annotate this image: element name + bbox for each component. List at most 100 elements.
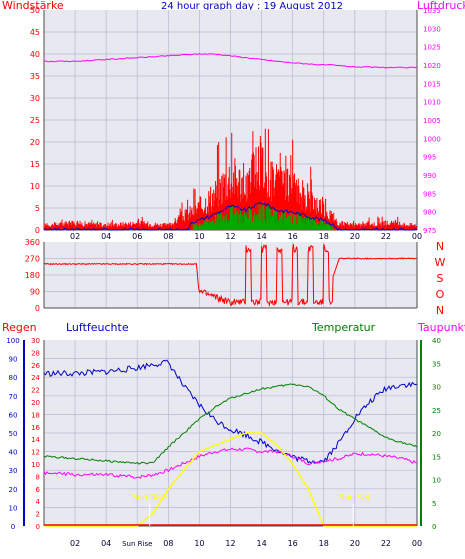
humidity-tick-label: 90 [9,356,18,364]
wind-tick-label: 0 [35,226,40,235]
temperature-axis-label: Temperatur [311,321,376,334]
wind-tick-label: 20 [30,138,40,147]
temperature-line [43,383,418,465]
x-tick-label-bottom: 14 [256,539,266,548]
temperature-tick-label: 15 [432,453,441,461]
pressure-tick-label: 1005 [423,117,441,125]
x-tick-label-bottom: Sun Rise [122,540,152,548]
rain-tick-label: 10 [31,461,40,469]
rain-tick-label: 24 [31,374,40,382]
x-tick-label: 18 [319,232,329,241]
wind-tick-label: 30 [30,94,40,103]
pressure-tick-label: 980 [423,209,436,217]
temperature-tick-label: 20 [432,430,441,438]
rain-tick-label: 12 [31,449,40,457]
wind-tick-label: 25 [30,116,40,125]
humidity-tick-label: 80 [9,374,18,382]
wind-axis-label: Windstärke [2,0,64,12]
humidity-tick-label: 20 [9,486,18,494]
x-tick-label: 22 [381,232,391,241]
axes [23,10,422,527]
x-tick-label-bottom: 22 [381,539,391,548]
humidity-tick-label: 30 [9,467,18,475]
pressure-tick-label: 1010 [423,99,441,107]
wind-tick-label: 15 [30,160,40,169]
wind-tick-label: 5 [35,204,40,213]
pressure-tick-label: 990 [423,172,436,180]
x-tick-label: 14 [256,232,266,241]
humidity-tick-label: 100 [6,337,19,345]
x-tick-label: 12 [225,232,235,241]
dewpoint-line [43,447,418,479]
chart-title: 24 hour graph day : 19 August 2012 [161,1,343,12]
x-tick-label: 04 [101,232,111,241]
rain-tick-label: 18 [31,411,40,419]
compass-label: S [437,272,444,285]
pressure-tick-label: 975 [423,227,436,235]
temperature-tick-label: 5 [432,500,436,508]
x-tick-label: 16 [288,232,298,241]
x-tick-label: 06 [132,232,142,241]
pressure-line [43,53,418,69]
pressure-tick-label: 985 [423,190,436,198]
dewpoint-axis-label: Taupunkt [417,321,465,334]
compass-label: N [436,304,444,317]
x-tick-label-bottom: 20 [350,539,360,548]
humidity-tick-label: 10 [9,504,18,512]
pressure-tick-label: 1000 [423,135,441,143]
x-tick-label: 20 [350,232,360,241]
rain-tick-label: 20 [31,399,40,407]
wind-tick-label: 40 [30,50,40,59]
rain-tick-label: 28 [31,349,40,357]
rain-tick-label: 6 [36,486,41,494]
wind-direction-line [43,244,418,308]
humidity-line [43,359,418,465]
compass-label: N [436,240,444,253]
rain-tick-label: 2 [36,511,40,519]
x-tick-label-bottom: 10 [194,539,204,548]
humidity-axis-label: Luftfeuchte [66,321,129,334]
pressure-tick-label: 1020 [423,62,441,70]
x-tick-label-bottom: 12 [225,539,235,548]
rain-tick-label: 0 [36,523,40,531]
temperature-tick-label: 40 [432,337,441,345]
pressure-tick-label: 1030 [423,25,441,33]
direction-tick-label: 0 [35,304,40,313]
x-tick-label-bottom: 16 [288,539,298,548]
humidity-tick-label: 70 [9,393,18,401]
temperature-tick-label: 25 [432,407,441,415]
wind-tick-label: 50 [30,6,40,15]
direction-tick-label: 180 [25,271,40,280]
rain-tick-label: 26 [31,362,40,370]
data-series: Sun Rise Sun Set [43,53,418,527]
pressure-axis-label: Luftdruck [417,0,465,12]
rain-tick-label: 16 [31,424,40,432]
pressure-tick-label: 995 [423,154,436,162]
direction-tick-label: 360 [25,238,40,247]
direction-tick-label: 90 [30,288,40,297]
x-tick-label-bottom: 08 [163,539,173,548]
rain-tick-label: 8 [36,473,40,481]
x-tick-label-bottom: 00 [412,539,422,548]
average-wind-line [43,202,418,231]
humidity-tick-label: 40 [9,449,18,457]
pressure-tick-label: 1025 [423,44,441,52]
temperature-tick-label: 35 [432,360,441,368]
x-tick-label: 10 [194,232,204,241]
humidity-tick-label: 0 [11,523,15,531]
x-tick-label-bottom: 04 [101,539,111,548]
temperature-tick-label: 10 [432,477,441,485]
wind-tick-label: 10 [30,182,40,191]
temperature-tick-label: 0 [432,523,436,531]
x-tick-label: 00 [412,232,422,241]
rain-tick-label: 30 [31,337,40,345]
x-tick-label: 08 [163,232,173,241]
sunrise-label: Sun Rise [132,493,167,502]
x-tick-label-bottom: 18 [319,539,329,548]
wind-tick-label: 45 [30,28,40,37]
compass-label: O [436,288,445,301]
x-tick-label: 02 [70,232,80,241]
sun-line [44,432,417,527]
